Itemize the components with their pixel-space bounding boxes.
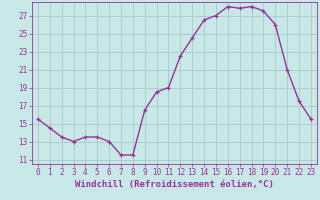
X-axis label: Windchill (Refroidissement éolien,°C): Windchill (Refroidissement éolien,°C)	[75, 180, 274, 189]
